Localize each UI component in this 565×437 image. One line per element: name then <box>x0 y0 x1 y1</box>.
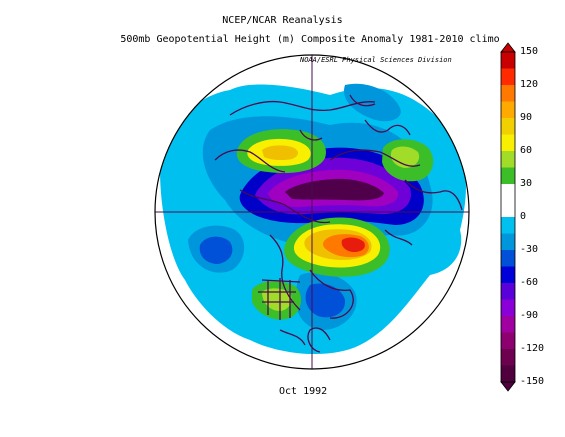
title-line-1: NCEP/NCAR Reanalysis <box>222 15 343 26</box>
colorbar-swatch <box>501 233 515 251</box>
field-darkblue-region-west <box>199 236 233 264</box>
date-label: Oct 1992 <box>279 386 328 397</box>
colorbar-swatch <box>501 52 515 69</box>
colorbar-tick-label: 90 <box>520 112 533 123</box>
colorbar-tick-label: 150 <box>520 46 539 57</box>
colorbar-tick-label: -60 <box>520 277 539 288</box>
field-gold-ridge-nw <box>262 145 298 161</box>
colorbar-swatch <box>501 316 515 333</box>
colorbar-tick-label: 120 <box>520 79 539 90</box>
colorbar-tick-label: -120 <box>520 343 545 354</box>
colorbar-swatch <box>501 200 515 218</box>
field-red-ridge-c <box>341 237 365 252</box>
colorbar-tick-label: -30 <box>520 244 539 255</box>
colorbar-swatch <box>501 332 515 350</box>
colorbar-tick-label: -90 <box>520 310 539 321</box>
colorbar-swatch <box>501 85 515 102</box>
field-blue-region-north <box>344 83 401 122</box>
colorbar-swatch <box>501 299 515 317</box>
colorbar-swatch <box>501 101 515 119</box>
colorbar-tick-label: -150 <box>520 376 545 387</box>
anomaly-field <box>155 55 469 369</box>
field-yellowgreen-ridge-sw <box>262 288 292 311</box>
colorbar-swatch <box>501 283 515 300</box>
colorbar-tick-label: 60 <box>520 145 533 156</box>
colorbar-swatch <box>501 349 515 366</box>
colorbar-swatch <box>501 151 515 168</box>
title-line-2: 500mb Geopotential Height (m) Composite … <box>120 34 500 45</box>
colorbar-frame <box>500 51 516 383</box>
colorbar-swatch <box>501 118 515 135</box>
colorbar-swatch <box>501 365 515 383</box>
colorbar-swatch <box>501 167 515 185</box>
colorbar-swatch <box>501 250 515 267</box>
colorbar-arrow-top <box>500 42 516 53</box>
colorbar-tick-label: 0 <box>520 211 527 222</box>
credit-label: NOAA/ESRL Physical Sciences Division <box>300 56 452 64</box>
coastline-lines <box>214 94 463 353</box>
field-darkblue-region-south <box>305 283 346 318</box>
colorbar-swatch <box>501 266 515 284</box>
colorbar-swatch <box>501 184 515 201</box>
colorbar-swatch <box>501 217 515 234</box>
field-darkpurple-trough <box>285 178 384 201</box>
map-disc-outline <box>154 54 470 370</box>
colorbar-tick-label: 30 <box>520 178 533 189</box>
colorbar-arrow-bottom <box>500 381 516 392</box>
colorbar-swatch <box>501 134 515 152</box>
field-yellowgreen-ridge-ne <box>390 146 420 168</box>
colorbar <box>500 42 516 392</box>
colorbar-swatch <box>501 68 515 86</box>
